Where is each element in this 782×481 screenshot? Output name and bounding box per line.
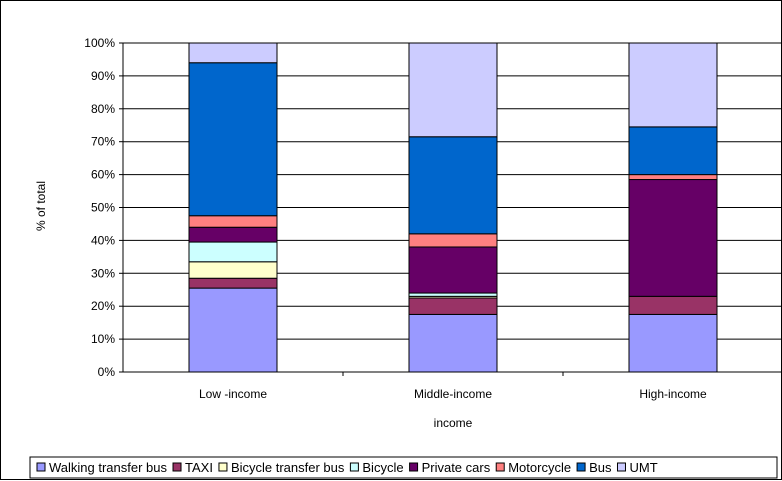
bar-segment bbox=[408, 136, 498, 235]
legend: Walking transfer bus TAXI Bicycle transfer… bbox=[36, 460, 658, 475]
bar-segment bbox=[188, 226, 278, 243]
x-tick-label: Middle-income bbox=[414, 387, 492, 401]
bar-segment bbox=[188, 42, 278, 64]
y-tick-label: 10% bbox=[91, 332, 115, 346]
legend-swatch bbox=[616, 462, 626, 472]
y-tick-label: 100% bbox=[84, 36, 115, 50]
legend-swatch bbox=[409, 462, 419, 472]
bar-segment bbox=[188, 62, 278, 217]
legend-label: TAXI bbox=[185, 460, 213, 475]
legend-label: Walking transfer bus bbox=[49, 460, 168, 475]
y-tick-label: 90% bbox=[91, 69, 115, 83]
y-tick-labels: 0% 10% 20% 30% 40% 50% 60% 70% 80% 90% 100% bbox=[84, 36, 115, 379]
bar-segment bbox=[628, 179, 718, 297]
bar-segment bbox=[188, 215, 278, 228]
legend-label: UMT bbox=[629, 460, 657, 475]
axes bbox=[119, 42, 782, 376]
y-tick-label: 60% bbox=[91, 168, 115, 182]
x-tick-label: High-income bbox=[639, 387, 707, 401]
bar-segment bbox=[628, 174, 718, 181]
y-tick-label: 30% bbox=[91, 266, 115, 280]
legend-swatch bbox=[36, 462, 46, 472]
bar-segment bbox=[628, 295, 718, 315]
bar-segment bbox=[408, 42, 498, 138]
bars-group bbox=[188, 42, 718, 373]
y-tick-label: 80% bbox=[91, 102, 115, 116]
bar-segment bbox=[408, 233, 498, 248]
y-axis-title: % of total bbox=[34, 181, 48, 231]
bar-segment bbox=[628, 313, 718, 373]
legend-swatch bbox=[172, 462, 182, 472]
y-tick-label: 20% bbox=[91, 299, 115, 313]
bar-segment bbox=[628, 126, 718, 176]
legend-swatch bbox=[349, 462, 359, 472]
y-tick-label: 40% bbox=[91, 233, 115, 247]
y-tick-label: 70% bbox=[91, 135, 115, 149]
legend-label: Bus bbox=[589, 460, 612, 475]
y-tick-label: 0% bbox=[98, 365, 116, 379]
bar-segment bbox=[188, 287, 278, 373]
x-axis-title: income bbox=[434, 416, 473, 430]
bar-segment bbox=[408, 297, 498, 315]
legend-label: Private cars bbox=[422, 460, 491, 475]
legend-label: Bicycle transfer bus bbox=[231, 460, 345, 475]
bar-segment bbox=[188, 277, 278, 289]
x-tick-label: Low -income bbox=[199, 387, 267, 401]
legend-label: Bicycle bbox=[362, 460, 403, 475]
legend-box bbox=[29, 456, 778, 479]
x-tick-labels: Low -income Middle-income High-income bbox=[199, 387, 707, 401]
legend-swatch bbox=[495, 462, 505, 472]
legend-swatch bbox=[576, 462, 586, 472]
legend-swatch bbox=[218, 462, 228, 472]
bar-segment bbox=[408, 313, 498, 373]
bar-segment bbox=[408, 246, 498, 294]
bar-segment bbox=[188, 261, 278, 279]
bar-segment bbox=[628, 42, 718, 128]
y-tick-label: 50% bbox=[91, 201, 115, 215]
legend-label: Motorcycle bbox=[508, 460, 571, 475]
bar-segment bbox=[188, 241, 278, 263]
